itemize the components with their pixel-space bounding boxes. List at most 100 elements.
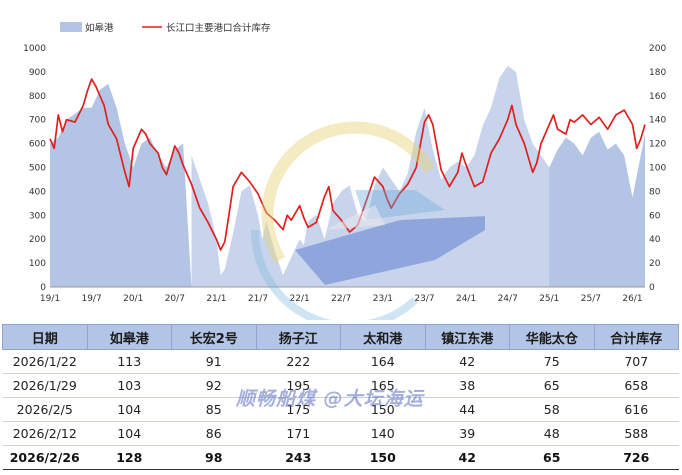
inventory-chart: 0 100 200 300 400 500 600 700 800 900 1000 0 20 40 60 8… <box>23 22 666 304</box>
y-right-tick-label: 100 <box>649 164 666 174</box>
cell: 113 <box>87 349 172 374</box>
header-huaneng: 华能太仓 <box>509 324 595 350</box>
cell: 91 <box>171 349 256 374</box>
x-tick-label: 23/7 <box>414 294 434 304</box>
line-series-group <box>49 78 646 251</box>
y-left-tick-label: 800 <box>29 92 46 102</box>
x-tick-label: 21/1 <box>206 294 226 304</box>
x-tick-label: 20/1 <box>123 294 143 304</box>
cell: 85 <box>171 397 256 422</box>
cell: 42 <box>425 445 510 470</box>
header-date: 日期 <box>2 324 88 350</box>
cell: 48 <box>509 421 594 446</box>
y-left-tick-label: 0 <box>40 283 46 293</box>
watermark-logo <box>250 121 485 320</box>
cell: 104 <box>87 397 172 422</box>
table-row: 2026/2/12 104 86 171 140 39 48 588 <box>2 421 679 446</box>
y-left-tick-label: 1000 <box>23 44 46 54</box>
y-right-tick-label: 140 <box>649 116 666 126</box>
cell: 171 <box>256 421 341 446</box>
cell: 65 <box>509 373 594 398</box>
cell: 616 <box>594 397 679 422</box>
x-tick-label: 26/1 <box>622 294 642 304</box>
area-series-0 <box>50 83 645 287</box>
x-tick-label: 22/1 <box>290 294 310 304</box>
x-tick-label: 24/1 <box>456 294 476 304</box>
legend-label-line: 长江口主要港口合计库存 <box>166 22 271 34</box>
cell: 2026/1/29 <box>2 373 87 398</box>
cell: 58 <box>509 397 594 422</box>
y-left-tick-label: 400 <box>29 187 46 197</box>
header-zhenjiang: 镇江东港 <box>424 324 510 350</box>
header-total: 合计库存 <box>593 324 679 350</box>
cell: 65 <box>509 445 594 470</box>
y-left-tick-label: 200 <box>29 235 46 245</box>
cell: 175 <box>256 397 341 422</box>
cell: 38 <box>425 373 510 398</box>
y-right-tick-label: 40 <box>649 235 661 245</box>
x-tick-label: 25/7 <box>581 294 601 304</box>
y-right-tick-label: 180 <box>649 68 666 78</box>
header-taihe: 太和港 <box>340 324 426 350</box>
cell: 165 <box>340 373 425 398</box>
cell: 707 <box>594 349 679 374</box>
y-left-tick-label: 700 <box>29 116 46 126</box>
y-right-tick-label: 200 <box>649 44 666 54</box>
x-tick-label: 21/7 <box>248 294 268 304</box>
cell: 164 <box>340 349 425 374</box>
cell: 39 <box>425 421 510 446</box>
y-right-tick-label: 60 <box>649 211 661 221</box>
cell: 588 <box>594 421 679 446</box>
y-right-tick-label: 0 <box>649 283 655 293</box>
y-right-tick-label: 160 <box>649 92 666 102</box>
cell: 2026/2/5 <box>2 397 87 422</box>
y-left-tick-label: 900 <box>29 68 46 78</box>
inventory-table: 日期 如皋港 长宏2号 扬子江 太和港 镇江东港 华能太仓 合计库存 2026/… <box>2 324 679 470</box>
cell: 103 <box>87 373 172 398</box>
line-series-total <box>49 78 646 251</box>
x-tick-label: 19/7 <box>81 294 101 304</box>
cell: 128 <box>87 445 172 470</box>
cell: 42 <box>425 349 510 374</box>
cell: 104 <box>87 421 172 446</box>
table-row: 2026/1/29 103 92 195 165 38 65 658 <box>2 373 679 398</box>
cell: 2026/2/26 <box>2 445 87 470</box>
cell: 44 <box>425 397 510 422</box>
cell: 92 <box>171 373 256 398</box>
cell: 86 <box>171 421 256 446</box>
y-left-tick-label: 300 <box>29 211 46 221</box>
table-row-latest: 2026/2/26 128 98 243 150 42 65 726 <box>2 445 679 470</box>
x-tick-label: 25/1 <box>539 294 559 304</box>
cell: 98 <box>171 445 256 470</box>
legend-label-area: 如皋港 <box>85 22 114 34</box>
y-right-tick-label: 20 <box>649 259 661 269</box>
header-changhong: 长宏2号 <box>171 324 257 350</box>
cell: 2026/2/12 <box>2 421 87 446</box>
x-tick-label: 23/1 <box>373 294 393 304</box>
cell: 140 <box>340 421 425 446</box>
header-rugao: 如皋港 <box>86 324 172 350</box>
table-row: 2026/2/5 104 85 175 150 44 58 616 <box>2 397 679 422</box>
cell: 658 <box>594 373 679 398</box>
area-series-1 <box>191 65 550 288</box>
cell: 2026/1/22 <box>2 349 87 374</box>
x-tick-label: 19/1 <box>40 294 60 304</box>
x-tick-label: 22/7 <box>331 294 351 304</box>
cell: 243 <box>256 445 341 470</box>
y-left-tick-label: 100 <box>29 259 46 269</box>
y-left-tick-label: 600 <box>29 140 46 150</box>
axes-group: 0 100 200 300 400 500 600 700 800 900 1000 0 20 40 60 8… <box>23 44 666 304</box>
cell: 150 <box>340 445 425 470</box>
cell: 150 <box>340 397 425 422</box>
watermark-text: 顺畅船煤 @大坛海运 <box>236 388 424 410</box>
chart-legend: 如皋港 长江口主要港口合计库存 <box>60 22 271 34</box>
table-row: 2026/1/22 113 91 222 164 42 75 707 <box>2 349 679 374</box>
area-series-group <box>50 65 645 288</box>
header-yangzijiang: 扬子江 <box>255 324 341 350</box>
cell: 726 <box>594 445 679 470</box>
cell: 75 <box>509 349 594 374</box>
y-right-tick-label: 120 <box>649 140 666 150</box>
cell: 195 <box>256 373 341 398</box>
cell: 222 <box>256 349 341 374</box>
x-tick-label: 24/7 <box>498 294 518 304</box>
